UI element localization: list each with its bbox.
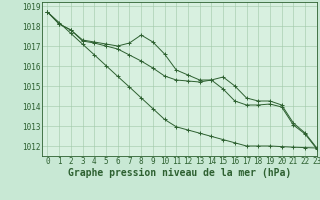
X-axis label: Graphe pression niveau de la mer (hPa): Graphe pression niveau de la mer (hPa) [68, 168, 291, 178]
